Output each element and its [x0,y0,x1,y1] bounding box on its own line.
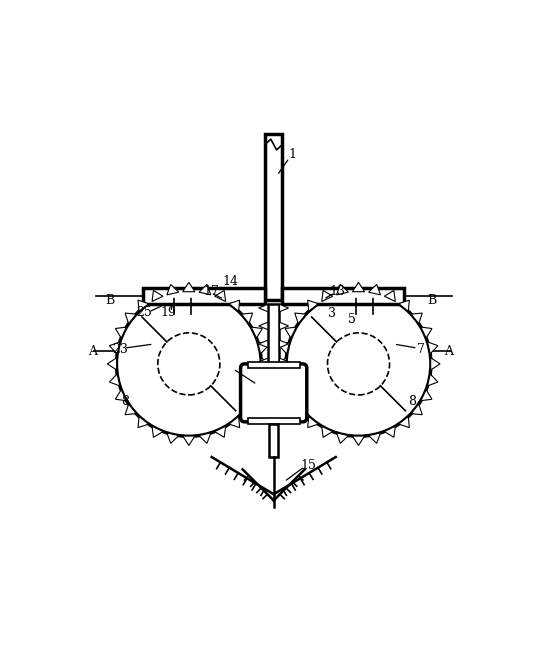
Polygon shape [428,374,438,386]
Text: B: B [106,295,115,307]
Polygon shape [336,284,348,295]
Polygon shape [384,290,395,301]
Polygon shape [399,417,410,428]
Polygon shape [183,282,195,291]
Polygon shape [431,358,440,370]
Polygon shape [115,390,127,401]
Bar [265,134,282,300]
Polygon shape [277,358,286,370]
Polygon shape [259,376,268,383]
Polygon shape [279,358,288,365]
Polygon shape [259,322,268,329]
Polygon shape [411,313,422,324]
Polygon shape [167,433,179,443]
Polygon shape [368,433,381,443]
Polygon shape [183,436,195,445]
Text: 19: 19 [160,307,176,320]
Polygon shape [229,417,240,428]
Polygon shape [152,426,163,438]
Polygon shape [352,282,365,291]
Polygon shape [125,313,136,324]
Polygon shape [308,300,318,311]
Polygon shape [285,327,296,338]
Text: 1: 1 [288,149,296,161]
Text: 25: 25 [137,307,152,320]
Bar [269,424,278,457]
Polygon shape [295,313,306,324]
Polygon shape [241,404,253,415]
Text: 7: 7 [417,343,425,356]
Polygon shape [258,374,268,386]
Polygon shape [285,390,296,401]
Polygon shape [279,305,288,312]
Polygon shape [352,436,365,445]
Polygon shape [138,417,148,428]
Polygon shape [279,340,288,348]
Polygon shape [259,305,268,312]
Bar [282,288,404,304]
Polygon shape [411,404,422,415]
Text: 15: 15 [301,458,317,472]
Polygon shape [421,327,432,338]
Polygon shape [215,290,226,301]
Polygon shape [199,433,211,443]
Text: 17: 17 [203,285,219,298]
Polygon shape [279,322,288,329]
Polygon shape [279,342,289,354]
Text: 13: 13 [330,285,346,298]
Polygon shape [251,327,262,338]
Bar [268,304,279,364]
Polygon shape [308,417,318,428]
Polygon shape [109,374,120,386]
Circle shape [286,291,431,436]
Polygon shape [428,342,438,354]
Text: B: B [427,295,436,307]
Circle shape [116,291,261,436]
Text: 23: 23 [112,343,128,356]
Polygon shape [115,327,127,338]
Polygon shape [259,358,268,365]
Polygon shape [384,426,395,438]
Text: 3: 3 [328,307,335,320]
Polygon shape [259,394,268,402]
Text: 8: 8 [122,394,130,407]
Polygon shape [259,412,268,419]
Polygon shape [215,426,226,438]
Polygon shape [107,358,116,370]
Text: 14: 14 [222,274,238,288]
Polygon shape [152,290,163,301]
Circle shape [275,280,442,447]
Polygon shape [279,374,289,386]
Polygon shape [251,390,262,401]
Text: 8: 8 [409,394,417,407]
Polygon shape [279,412,288,419]
Polygon shape [109,342,120,354]
Polygon shape [261,358,270,370]
Polygon shape [421,390,432,401]
Polygon shape [125,404,136,415]
Polygon shape [259,340,268,348]
Polygon shape [229,300,240,311]
Polygon shape [295,404,306,415]
Polygon shape [321,290,333,301]
Polygon shape [258,342,268,354]
Circle shape [105,280,272,447]
Polygon shape [241,313,253,324]
Text: A: A [88,345,97,358]
Text: A: A [444,345,453,358]
Polygon shape [368,284,381,295]
FancyBboxPatch shape [240,364,307,422]
Polygon shape [321,426,333,438]
Polygon shape [199,284,211,295]
Bar [143,288,265,304]
Polygon shape [279,376,288,383]
Text: 5: 5 [348,312,356,326]
Bar [248,418,300,424]
Polygon shape [138,300,148,311]
Polygon shape [167,284,179,295]
Polygon shape [399,300,410,311]
Polygon shape [336,433,348,443]
Bar [248,362,300,368]
Polygon shape [279,394,288,402]
